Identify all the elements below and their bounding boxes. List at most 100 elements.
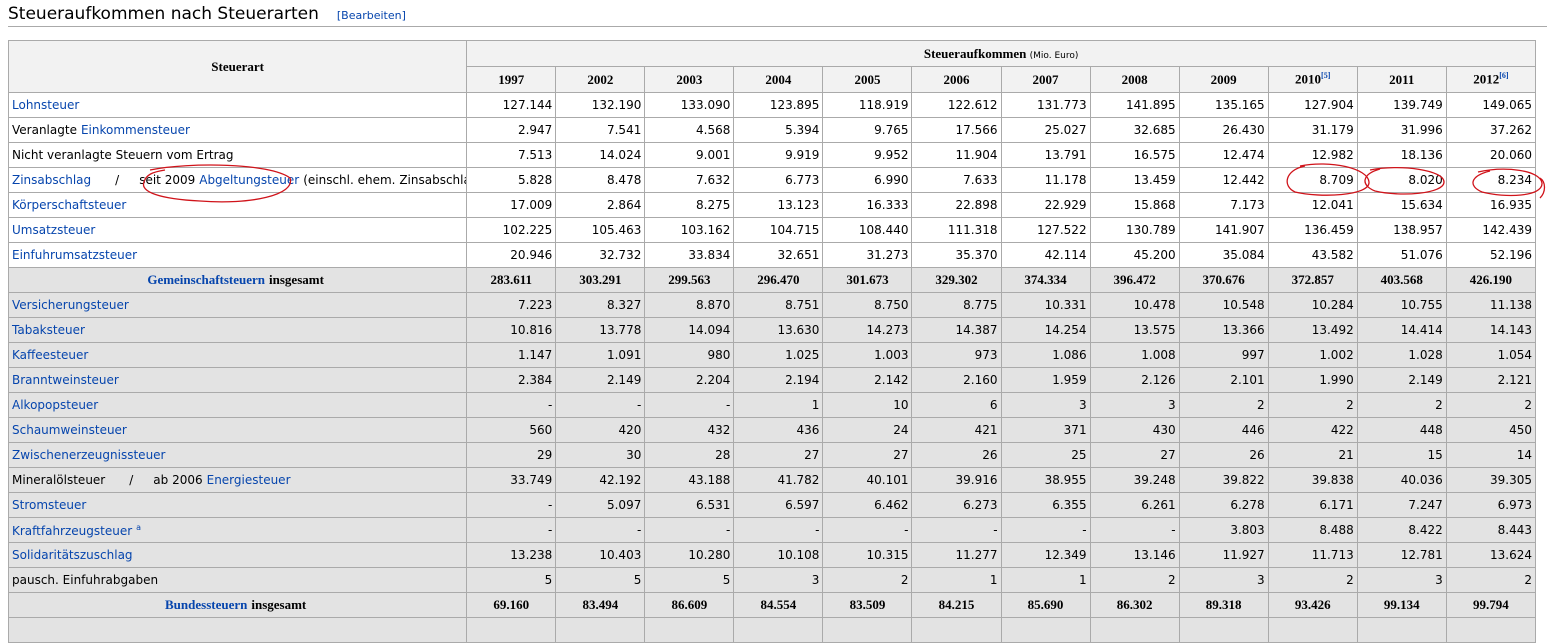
link[interactable]: Zwischenerzeugnissteuer — [12, 448, 166, 462]
footnote[interactable]: [6] — [1499, 71, 1509, 81]
annotation-stroke — [1539, 177, 1546, 199]
value-cell: 1.028 — [1356, 342, 1447, 368]
value-cell: 39.305 — [1445, 467, 1537, 493]
value-cell: 5.394 — [733, 117, 824, 143]
value-cell: 14.254 — [1000, 317, 1091, 343]
table-row: Körperschaftsteuer 17.009 2.864 8.275 13.123… — [7, 192, 1537, 218]
value-cell: 16.935 — [1445, 192, 1537, 218]
table-row: Umsatzsteuer 102.225 105.463 103.162 104.715… — [7, 217, 1537, 243]
value-cell: 15.868 — [1089, 192, 1180, 218]
edit-link[interactable]: [Bearbeiten] — [336, 9, 406, 22]
value-cell: 303.291 — [555, 267, 646, 293]
link[interactable]: Stromsteuer — [12, 498, 87, 512]
value-cell: 111.318 — [911, 217, 1002, 243]
value-cell: 31.273 — [822, 242, 913, 268]
value-cell: 7.247 — [1356, 492, 1447, 518]
value-cell: 8.751 — [733, 292, 824, 318]
label-text: insgesamt — [251, 597, 307, 612]
value-cell: 39.916 — [911, 467, 1002, 493]
value-cell: 5.097 — [555, 492, 646, 518]
value-cell: 11.178 — [1000, 167, 1091, 193]
value-cell: 6.990 — [822, 167, 913, 193]
label-text: seit 2009 — [139, 173, 196, 187]
value-cell: 2.126 — [1089, 367, 1180, 393]
value-cell: 11.927 — [1178, 542, 1269, 568]
value-cell: 8.870 — [644, 292, 735, 318]
link[interactable]: Zinsabschlag — [12, 173, 92, 187]
empty-cell — [1178, 617, 1269, 643]
link[interactable]: Energiesteuer — [206, 473, 291, 487]
value-cell: 371 — [1000, 417, 1091, 443]
empty-cell — [1356, 617, 1447, 643]
row-label: Gemeinschaftsteuern insgesamt — [7, 267, 468, 293]
value-cell: 12.781 — [1356, 542, 1447, 568]
value-cell: 6.273 — [911, 492, 1002, 518]
link[interactable]: Kaffeesteuer — [12, 348, 89, 362]
row-label: Kaffeesteuer — [7, 342, 468, 368]
value-cell: 5.828 — [466, 167, 557, 193]
link[interactable]: Alkopopsteuer — [12, 398, 99, 412]
table-row: Veranlagte Einkommensteuer 2.947 7.541 4.568… — [7, 117, 1537, 143]
value-cell: 3 — [1356, 567, 1447, 593]
value-cell: 7.513 — [466, 142, 557, 168]
link[interactable]: Einkommensteuer — [80, 123, 190, 137]
link[interactable]: Versicherungsteuer — [12, 298, 129, 312]
row-label: Solidaritätszuschlag — [7, 542, 468, 568]
value-cell: 3.803 — [1178, 517, 1269, 543]
value-cell: 118.919 — [822, 92, 913, 118]
table-row: pausch. Einfuhrabgaben 5 5 5 3 2 1 1 2 3 2 3 2 — [7, 567, 1537, 593]
footnote[interactable]: a — [136, 522, 142, 532]
value-cell: 2.142 — [822, 367, 913, 393]
value-cell: 11.904 — [911, 142, 1002, 168]
link[interactable]: Bundessteuern — [165, 597, 248, 612]
link[interactable]: Gemeinschaftsteuern — [147, 272, 266, 287]
value-cell: 13.575 — [1089, 317, 1180, 343]
link[interactable]: Einfuhrumsatzsteuer — [12, 248, 138, 262]
value-cell: 9.765 — [822, 117, 913, 143]
year-header: 1997 — [466, 66, 557, 93]
value-cell: 10.548 — [1178, 292, 1269, 318]
link[interactable]: Kraftfahrzeugsteuer — [12, 523, 133, 538]
link[interactable]: Tabaksteuer — [12, 323, 85, 337]
value-cell: 14.387 — [911, 317, 1002, 343]
value-cell: 39.248 — [1089, 467, 1180, 493]
table-row: Versicherungsteuer 7.223 8.327 8.870 8.751 8.… — [7, 292, 1537, 318]
link[interactable]: Abgeltungsteuer — [199, 173, 300, 187]
link[interactable]: Branntweinsteuer — [12, 373, 119, 387]
table-row: Zinsabschlag / seit 2009 Abgeltungsteuer (ei… — [7, 167, 1537, 193]
table-row: Bundessteuern insgesamt 69.160 83.494 86.609… — [7, 592, 1537, 618]
value-cell: 2 — [1356, 392, 1447, 418]
link[interactable]: Lohnsteuer — [12, 98, 80, 112]
value-cell: - — [466, 392, 557, 418]
value-cell: 99.794 — [1445, 592, 1537, 618]
value-cell: 11.277 — [911, 542, 1002, 568]
value-cell: 8.422 — [1356, 517, 1447, 543]
value-cell: - — [644, 392, 735, 418]
link[interactable]: Solidaritätszuschlag — [12, 548, 133, 562]
value-cell: 14.024 — [555, 142, 646, 168]
value-cell: 2 — [1445, 392, 1537, 418]
value-cell: 45.200 — [1089, 242, 1180, 268]
value-cell: 123.895 — [733, 92, 824, 118]
link[interactable]: Umsatzsteuer — [12, 223, 96, 237]
value-cell: 102.225 — [466, 217, 557, 243]
value-cell: 86.609 — [644, 592, 735, 618]
value-cell: 85.690 — [1000, 592, 1091, 618]
value-cell: 8.275 — [644, 192, 735, 218]
link[interactable]: Schaumweinsteuer — [12, 423, 127, 437]
value-cell: 43.582 — [1267, 242, 1358, 268]
section-heading: Steueraufkommen nach Steuerarten [Bearbei… — [8, 4, 1547, 27]
value-cell: 1.002 — [1267, 342, 1358, 368]
footnote[interactable]: [5] — [1321, 71, 1331, 81]
value-cell: 51.076 — [1356, 242, 1447, 268]
table-row: Lohnsteuer 127.144 132.190 133.090 123.895 11… — [7, 92, 1537, 118]
value-cell: 149.065 — [1445, 92, 1537, 118]
year-header: 2003 — [644, 66, 735, 93]
value-cell: 43.188 — [644, 467, 735, 493]
value-cell: - — [555, 392, 646, 418]
value-cell: 2.384 — [466, 367, 557, 393]
value-cell: 448 — [1356, 417, 1447, 443]
row-label: Körperschaftsteuer — [7, 192, 468, 218]
link[interactable]: Körperschaftsteuer — [12, 198, 127, 212]
value-cell: 13.492 — [1267, 317, 1358, 343]
